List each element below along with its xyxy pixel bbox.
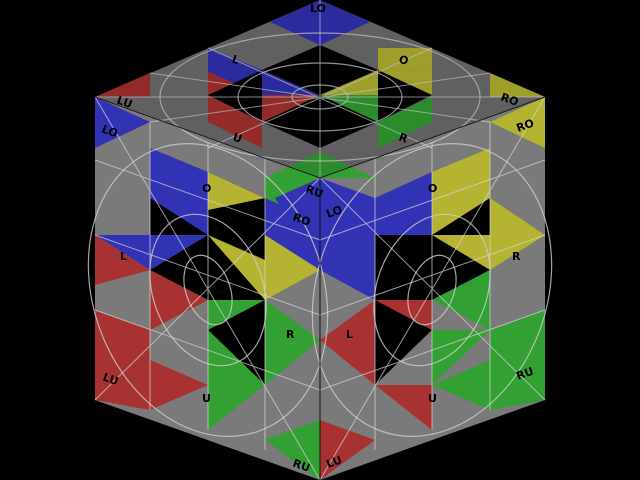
label-top-u: U bbox=[231, 131, 244, 146]
tile[interactable] bbox=[95, 97, 150, 148]
tile[interactable] bbox=[320, 235, 375, 300]
label-top-ro: RO bbox=[499, 91, 520, 109]
label-top-lu: LU bbox=[115, 94, 134, 112]
left-face-tiles bbox=[95, 148, 320, 480]
label-top-l: L bbox=[230, 53, 241, 68]
tile[interactable] bbox=[375, 235, 432, 300]
tile[interactable] bbox=[95, 235, 150, 285]
tile[interactable] bbox=[265, 152, 320, 178]
tile[interactable] bbox=[490, 148, 545, 235]
tile[interactable] bbox=[375, 300, 432, 385]
label-top-o: O bbox=[397, 53, 410, 68]
tile[interactable] bbox=[432, 270, 490, 330]
tile[interactable] bbox=[432, 198, 490, 235]
label-right-ru: RU bbox=[515, 365, 536, 383]
label-top-lo: LO bbox=[310, 2, 326, 15]
grid-lines bbox=[94, 0, 546, 480]
tile[interactable] bbox=[265, 300, 320, 385]
tile[interactable] bbox=[95, 310, 150, 410]
label-left-ro: RO bbox=[291, 211, 312, 229]
label-left-l: L bbox=[120, 250, 127, 263]
tile[interactable] bbox=[490, 73, 545, 97]
label-left-u: U bbox=[202, 392, 211, 405]
tile[interactable] bbox=[208, 330, 265, 385]
top-face-shade bbox=[95, 0, 545, 178]
tile[interactable] bbox=[208, 385, 265, 430]
tile[interactable] bbox=[320, 152, 375, 178]
label-right-u: U bbox=[428, 392, 437, 405]
tile[interactable] bbox=[378, 97, 432, 148]
label-right-lu: LU bbox=[325, 453, 344, 471]
tile[interactable] bbox=[320, 95, 378, 122]
tile[interactable] bbox=[262, 70, 320, 95]
label-right-ro: RO bbox=[515, 117, 536, 135]
label-left-o: O bbox=[202, 182, 211, 195]
tile[interactable] bbox=[432, 330, 490, 385]
label-right-l: L bbox=[346, 328, 353, 341]
tile[interactable] bbox=[265, 235, 320, 300]
tile[interactable] bbox=[150, 148, 208, 235]
tile[interactable] bbox=[208, 97, 262, 148]
label-left-ru: RU bbox=[291, 457, 312, 475]
tile[interactable] bbox=[262, 95, 320, 122]
tile[interactable] bbox=[432, 235, 490, 300]
tile[interactable] bbox=[265, 420, 320, 480]
tile[interactable] bbox=[320, 420, 375, 480]
label-top-ru: RU bbox=[304, 183, 325, 201]
tile[interactable] bbox=[490, 198, 545, 270]
label-left-r: R bbox=[286, 328, 295, 341]
tile[interactable] bbox=[150, 360, 208, 410]
tile[interactable] bbox=[375, 172, 432, 235]
tile[interactable] bbox=[375, 385, 432, 430]
label-left-lo: LO bbox=[100, 123, 119, 141]
cube[interactable]: LO LU RO L O U R RU LO O RO L R LU U RU … bbox=[49, 0, 592, 480]
tile[interactable] bbox=[275, 178, 320, 270]
tile[interactable] bbox=[208, 300, 265, 385]
right-face-tiles bbox=[320, 148, 545, 480]
tile[interactable] bbox=[208, 235, 265, 300]
label-right-o: O bbox=[428, 182, 437, 195]
tile[interactable] bbox=[490, 97, 545, 148]
tile[interactable] bbox=[150, 235, 208, 300]
tile[interactable] bbox=[320, 300, 375, 385]
tile[interactable] bbox=[150, 270, 208, 330]
label-right-r: R bbox=[512, 250, 521, 263]
tile[interactable] bbox=[208, 172, 265, 210]
tile[interactable] bbox=[320, 70, 378, 95]
tile[interactable] bbox=[432, 360, 490, 410]
tile[interactable] bbox=[490, 310, 545, 410]
tile[interactable] bbox=[95, 73, 150, 97]
label-left-lu: LU bbox=[101, 371, 120, 389]
tile[interactable] bbox=[432, 148, 490, 235]
label-right-lo: LO bbox=[325, 203, 344, 221]
tile[interactable] bbox=[150, 198, 208, 235]
